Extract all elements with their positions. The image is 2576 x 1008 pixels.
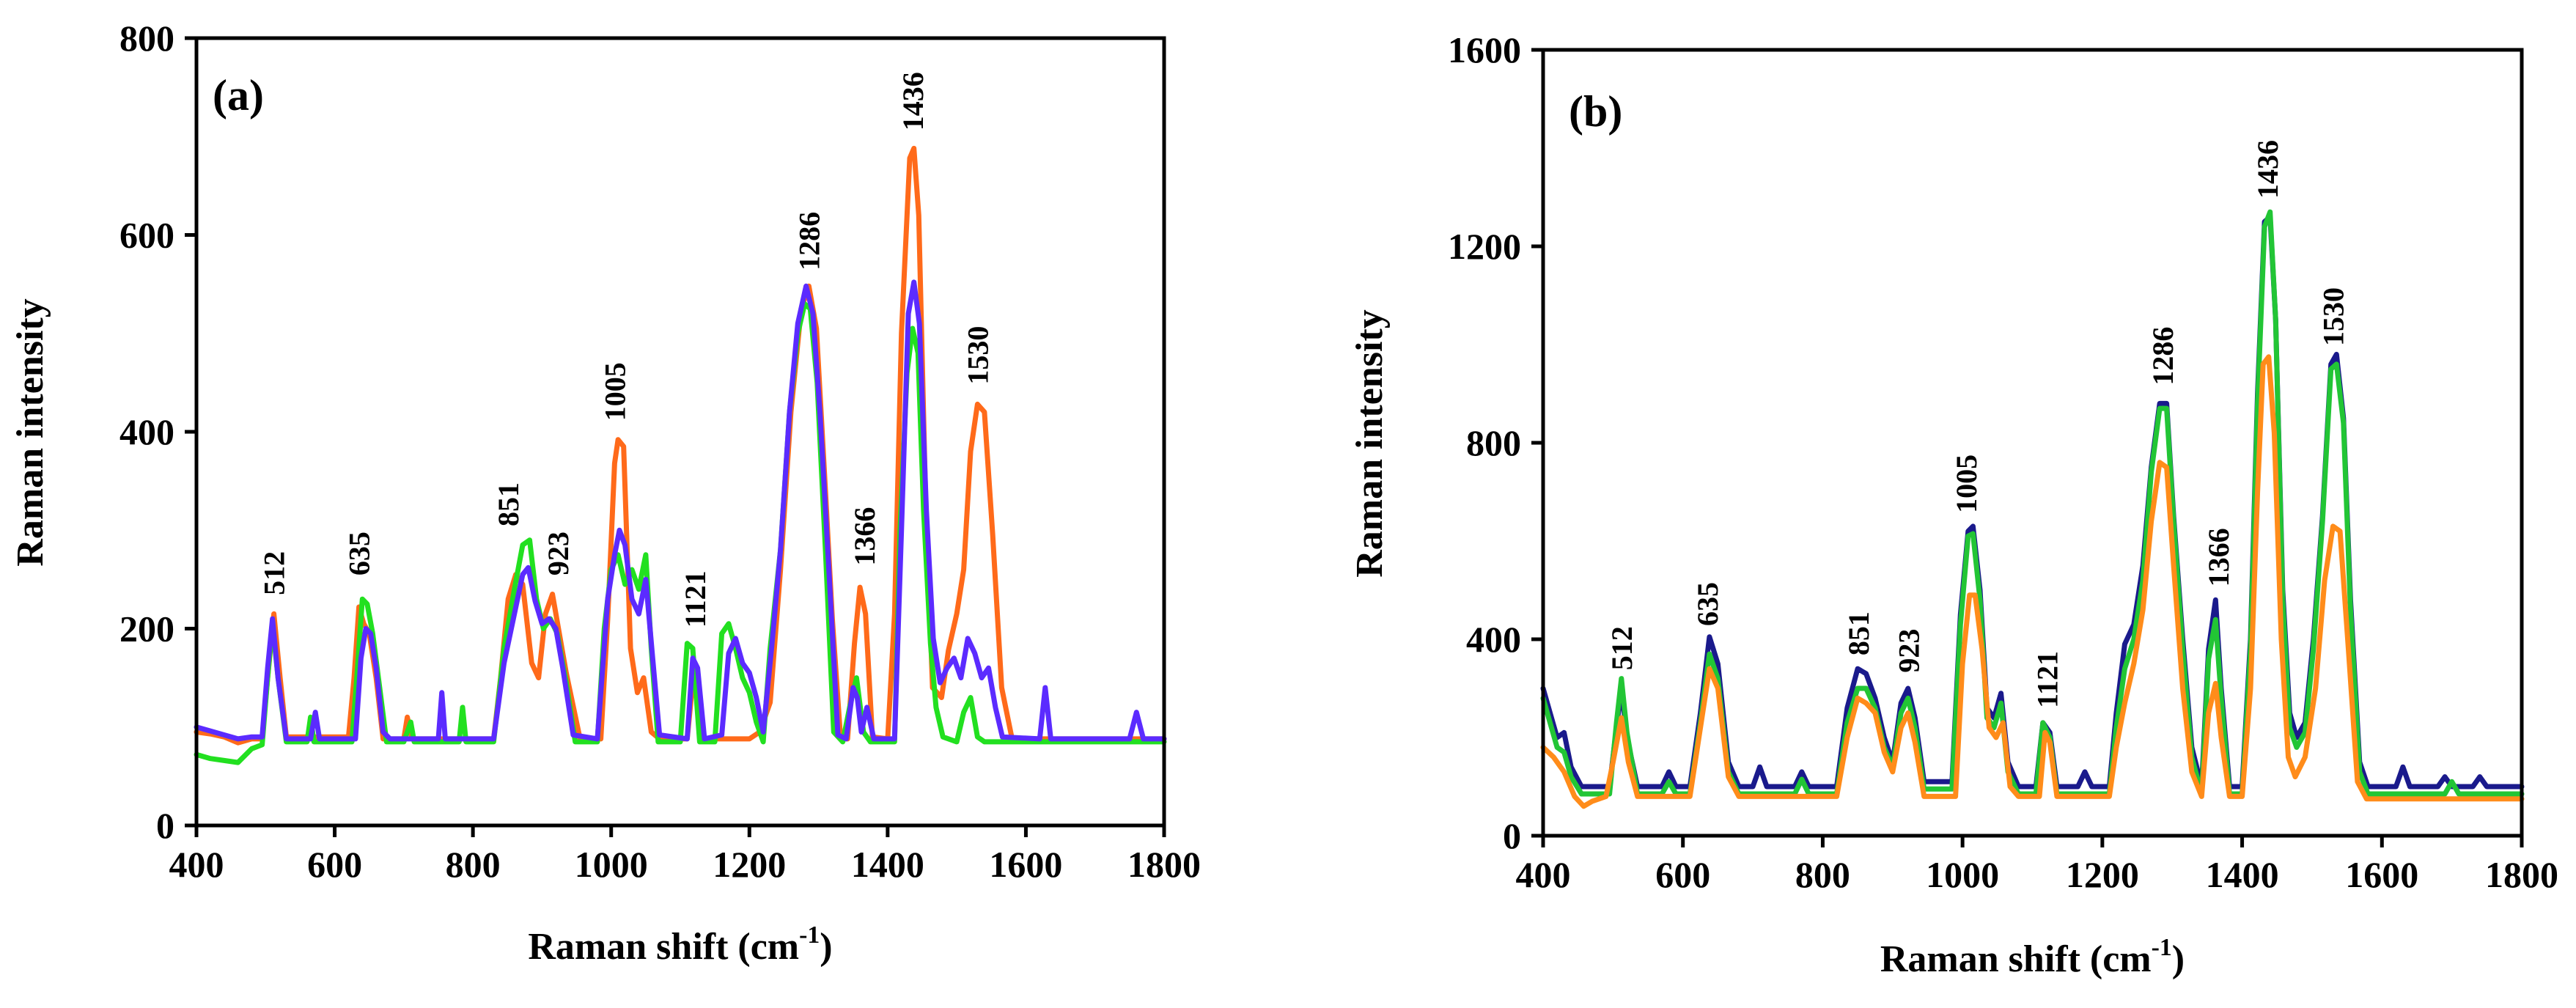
- x-tick-label: 1000: [575, 844, 648, 885]
- x-tick-label: 1000: [1926, 854, 1999, 895]
- peak-annotation: 512: [258, 551, 291, 595]
- peak-annotation: 1530: [2317, 287, 2350, 346]
- y-tick-label: 0: [156, 805, 174, 846]
- peak-annotation: 1286: [792, 212, 825, 271]
- y-axis-label: Raman intensity: [1349, 309, 1391, 577]
- y-axis-label: Raman intensity: [10, 298, 51, 566]
- peak-annotation: 1366: [848, 507, 881, 566]
- chart-panel-a: 400 600 800 1000 1200 1400 1600 1800 0 200 400 600 8…: [10, 18, 1201, 968]
- y-tick-label: 400: [119, 411, 174, 452]
- x-tick-label: 800: [1795, 854, 1850, 895]
- series-line-3: [1540, 354, 2525, 809]
- series-line-3: [194, 279, 1167, 742]
- peak-annotation: 635: [1691, 582, 1724, 626]
- y-tick-label: 600: [119, 215, 174, 256]
- x-tick-label: 800: [446, 844, 501, 885]
- peak-annotation: 851: [1842, 611, 1875, 655]
- y-tick-label: 1200: [1448, 226, 1521, 267]
- x-tick-label: 1800: [1127, 844, 1201, 885]
- x-axis-label: Raman shift (cm-1): [1880, 934, 2185, 980]
- peak-annotation: 1005: [1950, 455, 1983, 513]
- peak-annotation: 1436: [897, 72, 930, 130]
- y-tick-label: 200: [119, 608, 174, 650]
- x-tick-label: 600: [1655, 854, 1710, 895]
- peak-annotation: 1366: [2202, 528, 2235, 586]
- peak-annotation: 1121: [2031, 651, 2064, 708]
- x-tick-label: 1400: [2206, 854, 2279, 895]
- chart-panel-b: 400 600 800 1000 1200 1400 1600 180004008001200…: [1349, 29, 2558, 980]
- peak-annotation: 923: [542, 531, 575, 575]
- x-tick-label: 1400: [851, 844, 924, 885]
- plot-frame: [1541, 48, 2524, 838]
- x-tick-label: 600: [307, 844, 362, 885]
- peak-annotation: 512: [1605, 626, 1638, 670]
- x-tick-label: 1200: [2066, 854, 2139, 895]
- x-tick-label: 400: [1516, 854, 1571, 895]
- peak-annotation: 1286: [2146, 327, 2179, 386]
- x-tick-label: 400: [169, 844, 224, 885]
- x-tick-label: 1800: [2485, 854, 2558, 895]
- y-tick-label: 1600: [1448, 29, 1521, 70]
- peak-annotation: 1005: [598, 362, 631, 421]
- peak-annotation: 1121: [679, 570, 712, 628]
- panel-label: (a): [213, 71, 264, 119]
- panel-label: (b): [1569, 87, 1622, 136]
- peak-annotation: 923: [1893, 629, 1926, 673]
- y-tick-label: 800: [1466, 422, 1521, 463]
- series-line-1: [194, 145, 1167, 746]
- series-line-2: [194, 301, 1167, 765]
- x-tick-label: 1600: [989, 844, 1062, 885]
- peak-annotation: 851: [492, 482, 525, 526]
- x-tick-label: 1200: [713, 844, 786, 885]
- peak-annotation: 1436: [2251, 140, 2284, 199]
- y-tick-label: 800: [119, 18, 174, 59]
- peak-annotation: 635: [343, 531, 376, 575]
- y-tick-label: 400: [1466, 619, 1521, 660]
- peak-annotation: 1530: [961, 326, 994, 385]
- x-tick-label: 1600: [2345, 854, 2418, 895]
- x-axis-label: Raman shift (cm-1): [528, 921, 832, 968]
- y-tick-label: 0: [1503, 815, 1521, 856]
